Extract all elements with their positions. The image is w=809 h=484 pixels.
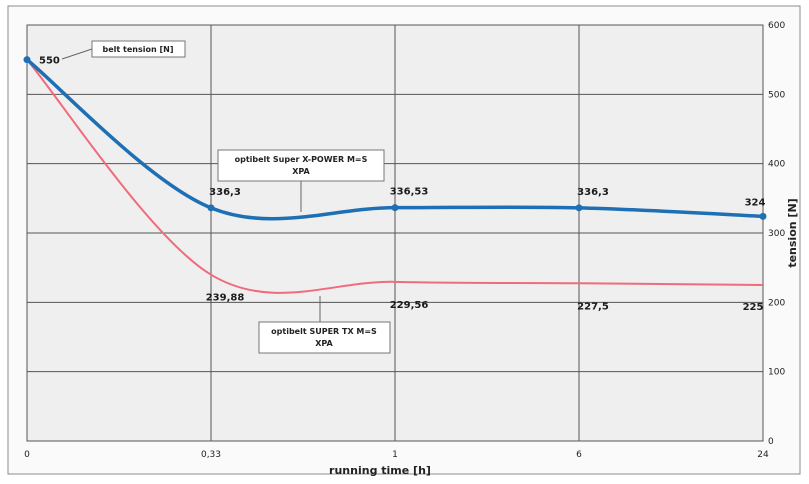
x-tick-label: 24: [757, 450, 769, 460]
callout-belt-tension: belt tension [N]: [61, 40, 186, 60]
data-point: [207, 204, 215, 212]
series-layer: [23, 56, 767, 294]
callout-box: [217, 149, 385, 182]
x-tick-labels: 0 0,33 1 6 24: [24, 450, 769, 460]
callout-series-supertx: optibelt SUPER TX M=S XPA: [258, 296, 391, 354]
data-point: [759, 212, 767, 220]
x-tick-label: 0,33: [201, 450, 221, 460]
data-label: 239,88: [206, 293, 245, 304]
y-tick-label: 400: [768, 160, 785, 170]
x-tick-label: 1: [392, 450, 398, 460]
callout-line-1: optibelt SUPER TX M=S: [271, 327, 377, 336]
callout-box: [91, 40, 186, 58]
callout-text: belt tension [N]: [103, 45, 174, 54]
callout-box: [258, 321, 391, 354]
y-tick-label: 600: [768, 21, 785, 31]
y-tick-label: 300: [768, 229, 785, 239]
y-tick-label: 200: [768, 298, 785, 308]
callout-line-2: XPA: [315, 339, 333, 348]
series-line-1: [26, 59, 764, 294]
y-tick-labels: 0 100 200 300 400 500 600: [768, 21, 785, 447]
callout-leader: [61, 48, 93, 60]
data-labels: 550 336,3 336,53 336,3 324 239,88 229,56 227,5 2…: [39, 56, 765, 313]
x-tick-label: 0: [24, 450, 30, 460]
data-label: 227,5: [577, 301, 609, 312]
data-label: 550: [39, 56, 60, 67]
x-axis-title: running time [h]: [329, 464, 431, 477]
x-tick-label: 6: [576, 450, 582, 460]
data-label: 225: [743, 302, 764, 313]
callout-series-xpower: optibelt Super X-POWER M=S XPA: [217, 149, 385, 212]
data-label: 336,3: [577, 187, 609, 198]
callout-line-1: optibelt Super X-POWER M=S: [235, 155, 368, 164]
callout-line-2: XPA: [292, 167, 310, 176]
callout-text: optibelt Super X-POWER M=S XPA: [235, 155, 368, 176]
data-point: [23, 56, 31, 64]
data-point: [575, 204, 583, 212]
y-tick-label: 0: [768, 437, 774, 447]
data-point: [391, 204, 399, 212]
y-tick-label: 500: [768, 90, 785, 100]
y-axis-title: tension [N]: [786, 198, 799, 267]
callout-text: optibelt SUPER TX M=S XPA: [271, 327, 377, 348]
data-label: 229,56: [390, 300, 429, 311]
gridlines: [26, 24, 764, 442]
data-label: 336,53: [390, 187, 429, 198]
y-tick-label: 100: [768, 368, 785, 378]
data-label: 324: [745, 197, 766, 208]
data-label: 336,3: [209, 187, 241, 198]
